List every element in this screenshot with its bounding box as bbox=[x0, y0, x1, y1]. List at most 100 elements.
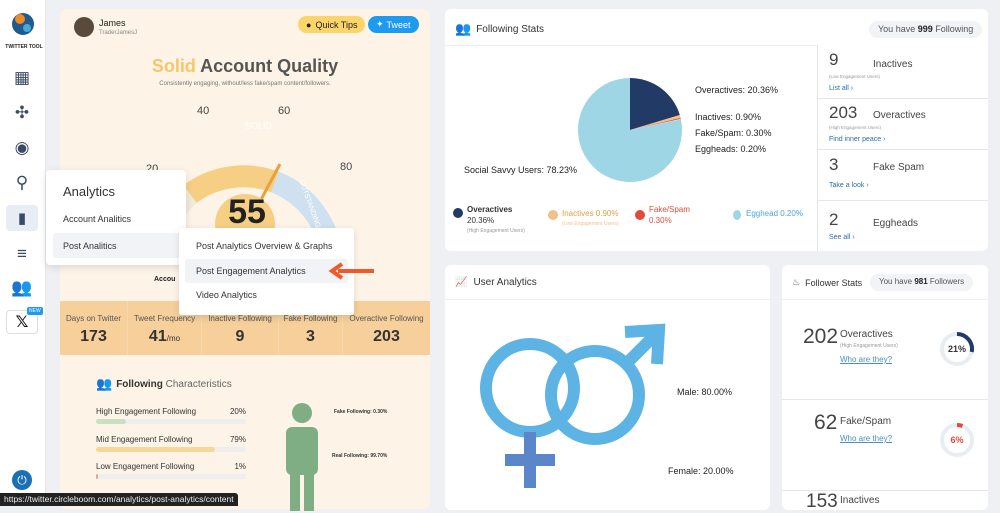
insight-eggheads: 2 Eggheads See all › bbox=[818, 201, 988, 251]
followers-post: Followers bbox=[929, 277, 965, 286]
pie-slice-overactives bbox=[630, 78, 680, 130]
stat-value: 9 bbox=[235, 328, 245, 345]
pie-slice-eggheads bbox=[630, 118, 681, 130]
insight-link[interactable]: See all › bbox=[829, 234, 855, 241]
insight-number: 2 bbox=[829, 210, 839, 229]
fchar-value: 79% bbox=[229, 435, 246, 444]
inactives-label: Inactives bbox=[840, 495, 880, 506]
fchar-row-high: High Engagement Following 20% bbox=[96, 407, 246, 424]
insight-link[interactable]: Find inner peace › bbox=[829, 136, 886, 143]
insight-sub: (High Engagement Users) bbox=[829, 125, 882, 130]
stat-label: Days on Twitter bbox=[66, 314, 121, 323]
divider bbox=[782, 299, 988, 300]
pie-label-overactives: Overactives: 20.36% bbox=[695, 85, 779, 95]
following-characteristics-title: 👥 Following Characteristics bbox=[96, 376, 232, 392]
tweet-button[interactable]: ✦ Tweet bbox=[368, 16, 419, 33]
follower-stats-card: ♨ Follower Stats You have 981 Followers 2… bbox=[782, 265, 988, 512]
chart-line-icon: 📈 bbox=[455, 277, 468, 288]
you-have-following-pill: You have 999 Following bbox=[869, 21, 983, 38]
menu-account-analytics[interactable]: Account Analitics bbox=[63, 214, 132, 224]
submenu-overview-graphs[interactable]: Post Analytics Overview & Graphs bbox=[196, 241, 333, 251]
flame-icon: ♨ bbox=[792, 277, 801, 287]
stat-unit: /mo bbox=[166, 334, 181, 343]
search-icon[interactable]: ⚲ bbox=[15, 173, 29, 192]
insight-label: Overactives bbox=[873, 110, 926, 121]
female-percent: Female: 20.00% bbox=[668, 466, 734, 476]
fchar-label: Low Engagement Following bbox=[96, 462, 195, 471]
insights-column: 9 Inactives (Low Engagement Users) List … bbox=[817, 45, 988, 251]
sidebar: TWITTER TOOL ▦ ✣ ◉ ⚲ ▮ ≡ 👥 𝕏 NEW ⏻ bbox=[0, 0, 46, 506]
insight-label: Inactives bbox=[873, 59, 913, 70]
insight-number: 203 bbox=[829, 103, 858, 122]
overactives-dot-icon bbox=[453, 208, 463, 218]
analytics-menu-title: Analytics bbox=[63, 184, 116, 199]
network-icon[interactable]: ✣ bbox=[14, 103, 30, 122]
x-nav-item[interactable]: 𝕏 bbox=[6, 310, 38, 334]
egghead-dot-icon bbox=[733, 210, 741, 220]
fake-following-label: Fake Following: 0.30% bbox=[334, 409, 388, 415]
avatar bbox=[74, 17, 94, 37]
power-icon[interactable]: ⏻ bbox=[12, 470, 32, 490]
quality-subtitle: Consistently engaging, without/less fake… bbox=[159, 81, 331, 87]
overactives-ring bbox=[940, 332, 974, 366]
circle-target-icon[interactable]: ◉ bbox=[14, 138, 30, 157]
gender-symbols-icon bbox=[480, 323, 666, 488]
inactives-number: 153 bbox=[806, 491, 838, 512]
quick-tips-label: Quick Tips bbox=[315, 19, 358, 30]
fchar-row-low: Low Engagement Following 1% bbox=[96, 462, 246, 479]
post-analytics-submenu: Post Analytics Overview & Graphs Post En… bbox=[179, 228, 354, 315]
submenu-video-analytics[interactable]: Video Analytics bbox=[196, 290, 257, 300]
x-logo-icon: 𝕏 bbox=[15, 314, 29, 331]
real-following-label: Real Following: 99.70% bbox=[332, 453, 388, 459]
pie-label-eggheads: Eggheads: 0.20% bbox=[695, 144, 767, 154]
fchar-bar bbox=[96, 419, 126, 424]
analytics-nav-item[interactable]: ▮ bbox=[6, 205, 38, 231]
insight-link[interactable]: Take a look › bbox=[829, 182, 869, 189]
menu-post-analytics[interactable]: Post Analitics bbox=[53, 233, 181, 258]
app-logo[interactable] bbox=[9, 10, 37, 38]
stat-label: Overactive Following bbox=[349, 314, 424, 323]
people-icon: 👥 bbox=[455, 21, 472, 36]
person-figure-icon bbox=[286, 403, 318, 511]
insight-overactives: 203 Overactives (High Engagement Users) … bbox=[818, 99, 988, 150]
stat-inactive: Inactive Following 9 bbox=[202, 301, 279, 355]
gauge-tick-60: 60 bbox=[278, 105, 291, 117]
gauge-solid-label: SOLID bbox=[245, 121, 273, 131]
legend-overactives-label: Overactives bbox=[467, 205, 513, 214]
fake-link[interactable]: Who are they? bbox=[840, 434, 893, 443]
fake-number: 62 bbox=[814, 411, 838, 434]
quality-level: Solid bbox=[151, 56, 196, 76]
stat-value: 173 bbox=[80, 328, 107, 345]
quality-score: 55 bbox=[228, 193, 266, 231]
analytics-menu: Analytics Account Analitics Post Analiti… bbox=[46, 170, 186, 265]
follower-stats-title: ♨ Follower Stats bbox=[792, 277, 862, 288]
following-pie-chart bbox=[578, 78, 682, 182]
fake-dot-icon bbox=[635, 210, 645, 220]
insight-number: 3 bbox=[829, 155, 839, 174]
fchar-bar bbox=[96, 474, 98, 479]
overactives-label: Overactives bbox=[840, 329, 893, 340]
legend-fake-value: 0.30% bbox=[649, 216, 672, 225]
legend-inactives-sub: (Low Engagement Users) bbox=[562, 221, 619, 227]
status-bar-url: https://twitter.circleboom.com/analytics… bbox=[0, 493, 238, 506]
divider bbox=[445, 45, 817, 46]
overactives-percent: 21% bbox=[947, 344, 966, 354]
submenu-engagement-analytics[interactable]: Post Engagement Analytics bbox=[185, 259, 348, 283]
list-clear-icon[interactable]: ≡ bbox=[17, 244, 27, 263]
quality-heading: Account Quality bbox=[200, 56, 339, 76]
fchar-row-mid: Mid Engagement Following 79% bbox=[96, 435, 246, 452]
dashboard-icon[interactable]: ▦ bbox=[13, 68, 31, 87]
quick-tips-button[interactable]: ● Quick Tips bbox=[298, 16, 366, 33]
users-icon[interactable]: 👥 bbox=[11, 278, 33, 297]
insight-link[interactable]: List all › bbox=[829, 85, 854, 92]
bar-chart-icon: ▮ bbox=[17, 210, 27, 227]
user-analytics-card: 📈 User Analytics Male: 80.00% Female: 20.… bbox=[445, 265, 770, 510]
divider bbox=[445, 299, 770, 300]
gauge-tick-40: 40 bbox=[197, 105, 210, 117]
insight-fake-spam: 3 Fake Spam Take a look › bbox=[818, 150, 988, 201]
stat-label: Inactive Following bbox=[208, 314, 272, 323]
overactives-link[interactable]: Who are they? bbox=[840, 355, 893, 364]
fake-percent: 6% bbox=[950, 435, 964, 445]
inactives-dot-icon bbox=[548, 210, 558, 220]
fake-label: Fake/Spam bbox=[840, 416, 892, 427]
